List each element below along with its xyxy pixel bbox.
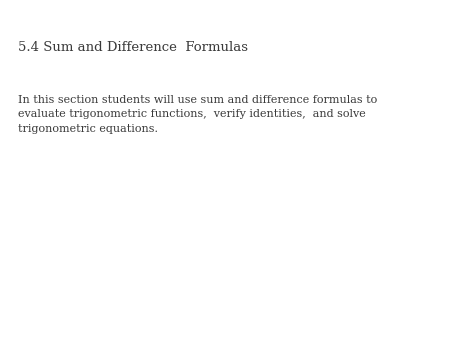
Text: In this section students will use sum and difference formulas to
evaluate trigon: In this section students will use sum an…: [18, 95, 377, 134]
Text: 5.4 Sum and Difference  Formulas: 5.4 Sum and Difference Formulas: [18, 41, 248, 53]
